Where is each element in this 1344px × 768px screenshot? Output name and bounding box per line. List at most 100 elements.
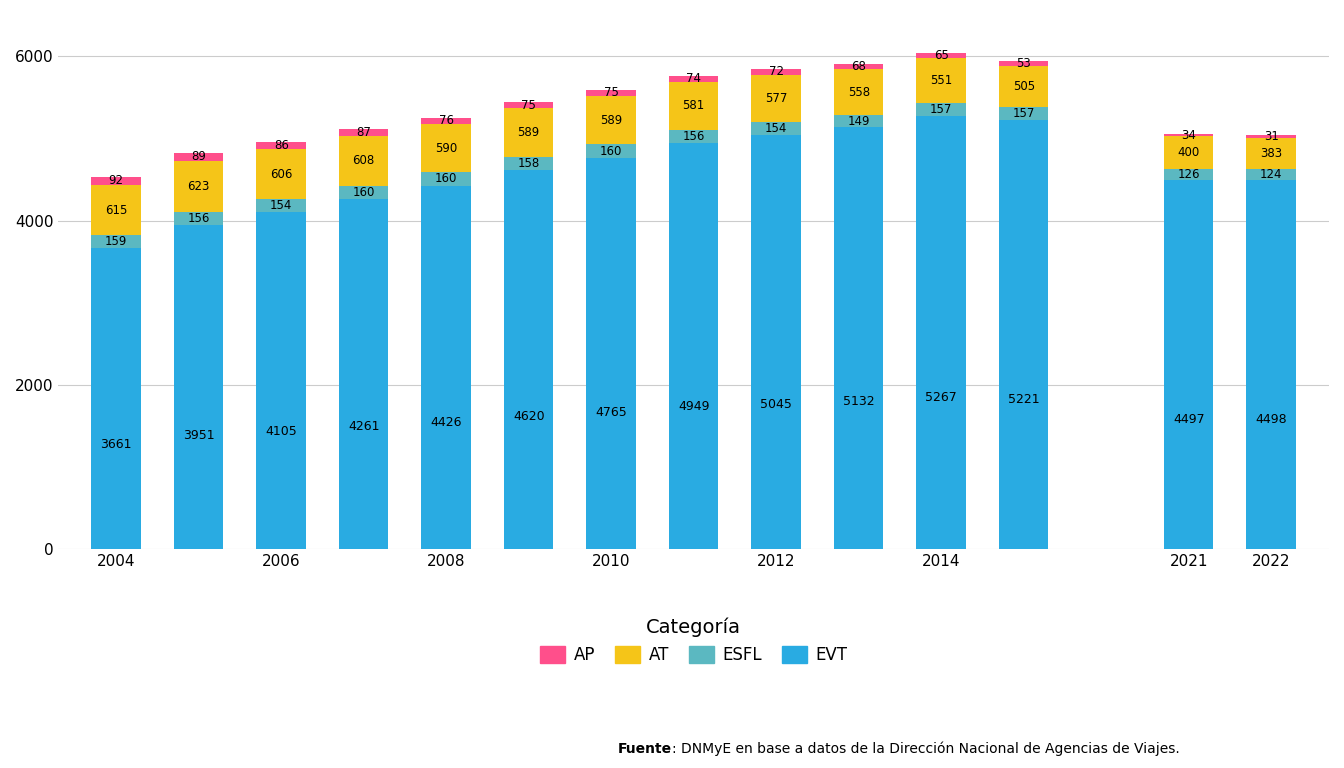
Bar [339,129,388,136]
Text: 4765: 4765 [595,406,628,419]
Bar [1246,180,1296,549]
Text: 76: 76 [438,114,454,127]
Bar [1246,135,1296,138]
Bar [999,108,1048,120]
Bar [917,53,966,58]
Text: 615: 615 [105,204,128,217]
Text: 590: 590 [435,141,457,154]
Text: 5221: 5221 [1008,392,1039,406]
Text: 75: 75 [521,98,536,111]
Bar [835,127,883,549]
Bar [751,122,801,134]
Text: 156: 156 [683,130,706,143]
Text: 383: 383 [1261,147,1282,161]
Text: 72: 72 [769,65,784,78]
Text: 5045: 5045 [761,398,792,411]
Bar [257,150,306,199]
Bar [504,108,554,157]
Text: 606: 606 [270,168,293,180]
Text: : DNMyE en base a datos de la Dirección Nacional de Agencias de Viajes.: : DNMyE en base a datos de la Dirección … [672,742,1180,756]
Bar [1246,138,1296,170]
Bar [669,130,719,143]
Bar [173,212,223,224]
Text: 149: 149 [848,115,870,127]
Text: 4426: 4426 [430,415,462,429]
Text: Fuente: Fuente [618,742,672,756]
Bar [751,74,801,122]
Bar [257,199,306,212]
Legend: AP, AT, ESFL, EVT: AP, AT, ESFL, EVT [534,611,853,670]
Text: 157: 157 [1012,108,1035,121]
Text: 3951: 3951 [183,429,215,442]
Text: 160: 160 [435,173,457,185]
Text: 74: 74 [687,72,702,85]
Text: 86: 86 [274,139,289,152]
Bar [422,118,470,124]
Text: 157: 157 [930,104,953,117]
Bar [999,120,1048,549]
Bar [339,136,388,186]
Text: 159: 159 [105,235,128,248]
Bar [173,161,223,212]
Bar [173,224,223,549]
Text: 4498: 4498 [1255,413,1288,426]
Bar [917,58,966,104]
Text: 126: 126 [1177,168,1200,181]
Text: 608: 608 [352,154,375,167]
Text: 53: 53 [1016,57,1031,70]
Text: 577: 577 [765,91,788,104]
Bar [1164,134,1214,137]
Text: 5267: 5267 [926,392,957,404]
Bar [1164,180,1214,549]
Bar [751,68,801,74]
Bar [669,82,719,130]
Text: 158: 158 [517,157,540,170]
Bar [835,69,883,115]
Bar [504,157,554,170]
Text: 3661: 3661 [101,438,132,451]
Bar [917,117,966,549]
Text: 154: 154 [270,199,293,212]
Text: 551: 551 [930,74,953,88]
Bar [999,66,1048,108]
Text: 160: 160 [599,144,622,157]
Bar [1164,137,1214,169]
Bar [91,248,141,549]
Text: 4620: 4620 [513,410,544,423]
Bar [339,199,388,549]
Bar [835,64,883,69]
Text: 68: 68 [851,60,866,73]
Bar [257,142,306,150]
Text: 4105: 4105 [265,425,297,438]
Bar [422,124,470,172]
Bar [1164,169,1214,180]
Bar [586,96,636,144]
Bar [669,76,719,82]
Text: 5132: 5132 [843,396,875,409]
Text: 505: 505 [1012,80,1035,93]
Bar [91,177,141,185]
Text: 589: 589 [517,126,540,139]
Text: 589: 589 [601,114,622,127]
Text: 89: 89 [191,151,206,164]
Text: 4261: 4261 [348,420,379,433]
Bar [91,185,141,235]
Bar [422,172,470,186]
Bar [751,134,801,549]
Bar [669,143,719,549]
Text: 4949: 4949 [677,400,710,413]
Bar [339,186,388,199]
Text: 65: 65 [934,49,949,62]
Text: 400: 400 [1177,147,1200,160]
Text: 160: 160 [352,186,375,199]
Text: 623: 623 [188,180,210,193]
Text: 75: 75 [603,87,618,100]
Bar [91,235,141,248]
Text: 87: 87 [356,126,371,139]
Bar [422,186,470,549]
Bar [504,102,554,108]
Text: 558: 558 [848,86,870,99]
Text: 124: 124 [1259,168,1282,181]
Text: 581: 581 [683,99,704,112]
Bar [504,170,554,549]
